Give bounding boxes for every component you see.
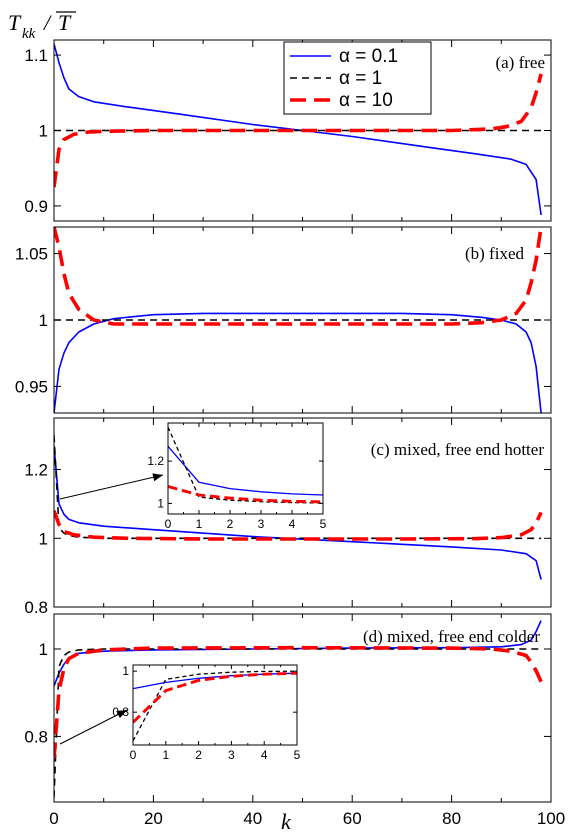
- panel-a-ytick-label: 1.1: [24, 46, 48, 65]
- inset-arrow-line: [59, 474, 164, 500]
- inset-d-series-line-3: [133, 671, 297, 724]
- y-axis-title-sub: kk: [22, 26, 36, 42]
- inset-d-series-line-2: [133, 670, 297, 742]
- inset-d-ytick-label: 1: [122, 664, 129, 678]
- panel-d-series-line-3: [54, 645, 543, 759]
- inset-c: 11.20 1 2 3 4 5: [147, 422, 327, 531]
- panel-b: 0.95 1 1.05 (b) fixed: [15, 226, 552, 414]
- panel-d-xtick-label: 60: [343, 809, 362, 828]
- inset-d-xtick-label: 4: [261, 748, 268, 762]
- panel-label: (a) free: [495, 53, 545, 72]
- inset-d-xtick-label: 5: [294, 748, 301, 762]
- inset-arrow-line: [59, 709, 128, 745]
- panel-d-ytick-label: 1: [39, 640, 48, 659]
- panel-d: 0.810 20 40 60 80 100(d) mixed, free end cold…: [24, 613, 565, 828]
- inset-c-xtick-label: 3: [258, 517, 265, 531]
- panel-b-series-line-3: [54, 227, 543, 326]
- inset-c-series-line-3: [168, 485, 323, 504]
- panel-a-ytick-label: 0.9: [24, 197, 48, 216]
- inset-c-xtick-label: 2: [227, 517, 234, 531]
- panels: 0.9 1 1.1 (a) free 0.95 1 1.05 (b) fixed 0.8 1 1.2…: [15, 39, 565, 828]
- inset-c-xtick-label: 0: [165, 517, 172, 531]
- panel-label: (b) fixed: [465, 244, 525, 263]
- x-axis-title: k: [281, 809, 292, 834]
- y-axis-title: T kk / T: [8, 10, 76, 42]
- inset-d-xtick-label: 1: [162, 748, 169, 762]
- inset-c-series-group: [168, 426, 323, 504]
- legend-label-2: α = 1: [339, 68, 382, 89]
- panel-d-xtick-label: 0: [49, 809, 58, 828]
- panel-a-ytick-label: 1: [39, 122, 48, 141]
- legend-label-1: α = 0.1: [339, 46, 398, 67]
- panel-c-ytick-label: 0.8: [24, 598, 48, 617]
- inset-c-ytick-label: 1.2: [147, 454, 164, 468]
- panel-b-ytick-label: 1.05: [15, 245, 48, 264]
- inset-c-series-line-1: [168, 445, 323, 496]
- panel-label: (c) mixed, free end hotter: [371, 440, 545, 459]
- panel-b-ytick-label: 0.95: [15, 377, 48, 396]
- y-axis-title-slash: /: [42, 10, 52, 35]
- panel-c-series-line-3: [54, 510, 543, 541]
- inset-c-xtick-label: 5: [320, 517, 327, 531]
- panel-label: (d) mixed, free end colder: [363, 627, 540, 646]
- inset-d-xtick-label: 3: [228, 748, 235, 762]
- panel-a-series-line-1: [54, 43, 542, 216]
- panel-c-series-line-1: [54, 445, 542, 580]
- panel-a-series-group: [54, 43, 543, 216]
- inset-arrow-head: [116, 710, 127, 719]
- panel-d-xtick-label: 40: [243, 809, 262, 828]
- inset-d-xtick-label: 0: [130, 748, 137, 762]
- panel-c-ytick-label: 1.2: [24, 461, 48, 480]
- panel-d-series-group: [54, 620, 543, 798]
- panel-b-ytick-label: 1: [39, 311, 48, 330]
- panel-a-series-line-3: [54, 73, 543, 188]
- y-axis-title-den: T: [58, 10, 72, 35]
- panel-d-xtick-label: 100: [537, 809, 565, 828]
- panel-d-xtick-label: 20: [144, 809, 163, 828]
- panel-a: 0.9 1 1.1 (a) free: [24, 39, 552, 222]
- legend: α = 0.1α = 1α = 10: [283, 41, 432, 115]
- inset-d-background: [133, 665, 297, 745]
- panel-d-xtick-label: 80: [442, 809, 461, 828]
- legend-label-3: α = 10: [339, 90, 393, 111]
- inset-d: 0.81012345: [112, 664, 300, 762]
- panel-c-series-group: [54, 435, 543, 580]
- inset-arrow-head: [152, 473, 163, 482]
- inset-d-xtick-label: 2: [195, 748, 202, 762]
- inset-c-xtick-label: 4: [289, 517, 296, 531]
- inset-c-xtick-label: 1: [196, 517, 203, 531]
- inset-d-series-group: [133, 670, 297, 742]
- inset-c-ytick-label: 1: [157, 496, 164, 510]
- y-axis-title-main: T: [8, 10, 22, 35]
- panel-b-series-group: [54, 227, 543, 413]
- panel-d-ytick-label: 0.8: [24, 727, 48, 746]
- panel-b-series-line-1: [54, 312, 542, 413]
- panel-c-ytick-label: 1: [39, 529, 48, 548]
